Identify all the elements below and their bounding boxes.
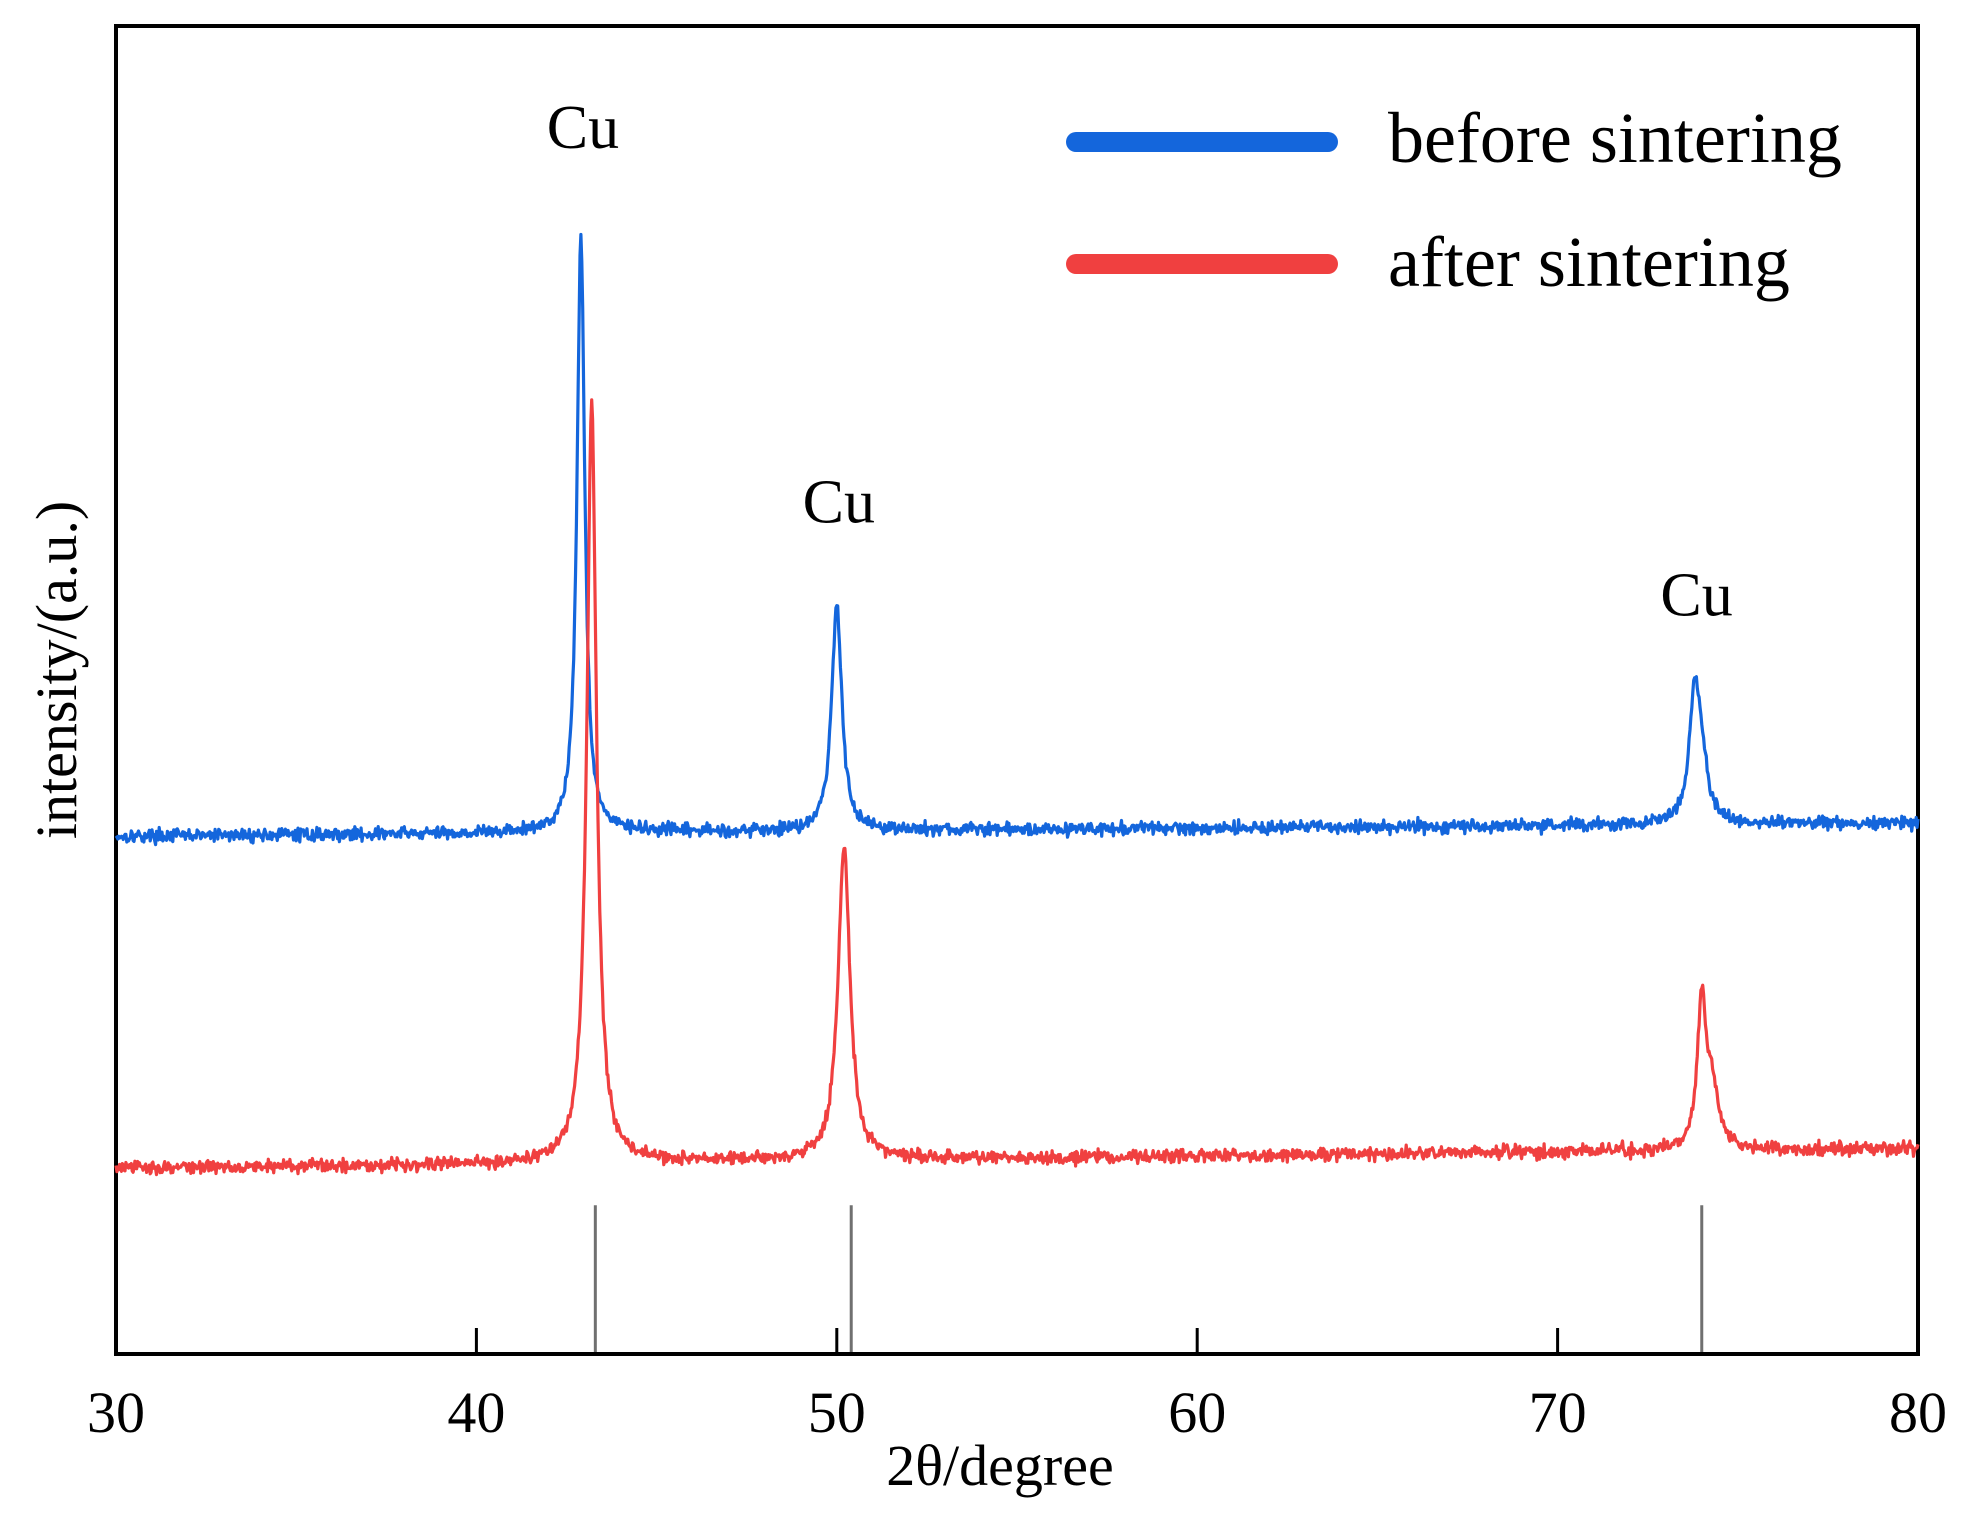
- legend-label-after-sintering: after sintering: [1388, 222, 1790, 302]
- x-tick-label-30: 30: [87, 1380, 145, 1445]
- peak-annotations: Cu Cu Cu: [547, 94, 1733, 629]
- x-tick-label-60: 60: [1168, 1380, 1226, 1445]
- x-tick-label-50: 50: [808, 1380, 866, 1445]
- peak-label-0: Cu: [547, 94, 619, 162]
- x-axis-ticks: [474, 1328, 1560, 1354]
- peak-label-1: Cu: [803, 469, 875, 537]
- x-axis-title: 2θ/degree: [886, 1433, 1113, 1498]
- series-line-before-sintering: [114, 232, 1920, 847]
- x-tick-label-70: 70: [1529, 1380, 1587, 1445]
- x-axis-tick-labels: 30 40 50 60 70 80: [87, 1380, 1947, 1445]
- legend-label-before-sintering: before sintering: [1388, 98, 1842, 178]
- y-axis-title: intensity/(a.u.): [24, 501, 89, 839]
- series-line-after-sintering: [114, 398, 1920, 1177]
- plot-frame: [114, 24, 1920, 1356]
- reference-lines: [593, 1205, 1704, 1352]
- legend: before sintering after sintering: [1066, 98, 1842, 302]
- series-layer: [114, 232, 1920, 1177]
- x-tick-label-80: 80: [1889, 1380, 1947, 1445]
- x-tick-label-40: 40: [447, 1380, 505, 1445]
- peak-label-2: Cu: [1660, 562, 1732, 630]
